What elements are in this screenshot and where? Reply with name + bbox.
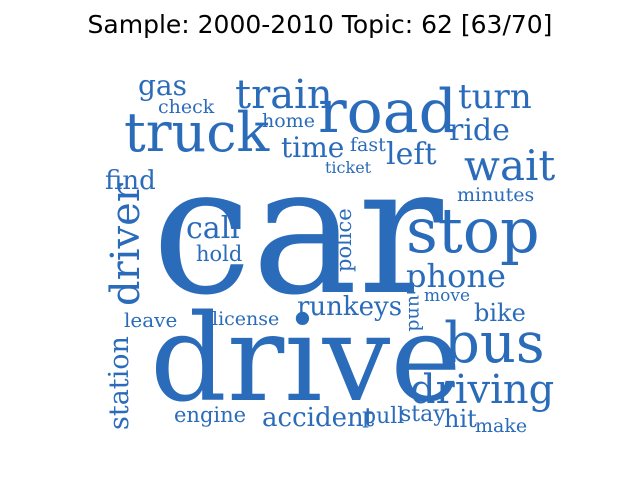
word-truck: truck — [124, 101, 270, 164]
word-road: road — [318, 77, 457, 147]
word-station: station — [104, 336, 135, 430]
word-turn: turn — [458, 77, 532, 117]
chart-title: Sample: 2000-2010 Topic: 62 [63/70] — [87, 10, 553, 39]
word-und: und — [404, 295, 426, 332]
word-hold: hold — [196, 242, 243, 266]
word-make: make — [475, 415, 528, 437]
word-left: left — [386, 137, 437, 172]
word-driving: driving — [410, 367, 555, 413]
word-minutes: minutes — [457, 184, 535, 206]
word-driver: driver — [103, 183, 149, 306]
word-ticket: ticket — [325, 158, 372, 177]
word-gas: gas — [138, 69, 187, 102]
word-bike: bike — [474, 299, 526, 327]
word-home: home — [262, 110, 315, 132]
word-runkeys: runkeys — [297, 292, 403, 322]
word-ride: ride — [449, 113, 510, 148]
word-bus: bus — [444, 311, 545, 376]
word-pull: pull — [362, 404, 405, 429]
word-hit: hit — [444, 405, 477, 433]
word-license: license — [212, 308, 280, 330]
word-check: check — [158, 96, 215, 118]
word-stop: stop — [406, 194, 540, 267]
word-find: find — [105, 166, 156, 196]
word-call: call — [186, 211, 240, 246]
word-stay: stay — [400, 402, 446, 427]
word-drive: drive — [150, 290, 462, 429]
word-time: time — [281, 131, 345, 164]
word-phone: phone — [406, 257, 506, 295]
word-engine: engine — [174, 403, 247, 427]
word-train: train — [235, 72, 333, 118]
word-fast: fast — [350, 134, 386, 156]
word-accident: accident — [262, 403, 375, 433]
word-wait: wait — [464, 141, 556, 190]
word-police: police — [332, 208, 356, 272]
word-car: car — [152, 127, 443, 334]
word-move: move — [424, 286, 471, 306]
word-leave: leave — [124, 308, 178, 332]
